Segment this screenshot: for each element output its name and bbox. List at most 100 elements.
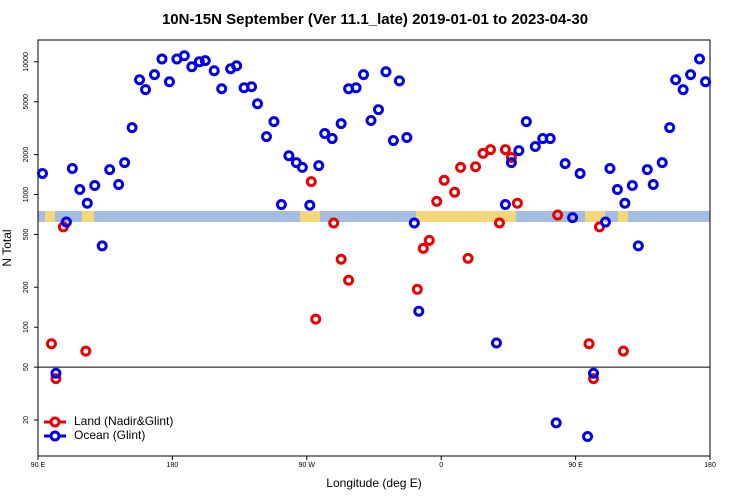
point [319,128,331,140]
point [231,60,243,72]
point [304,199,316,211]
point [552,209,564,221]
point [411,283,423,295]
point [313,160,325,172]
point [694,53,706,65]
point [119,157,131,169]
point [499,199,511,211]
point [626,179,638,191]
point [413,305,425,317]
point [81,197,93,209]
point [326,133,338,145]
point [104,164,116,176]
point [60,216,72,228]
point [656,157,668,169]
point [574,167,586,179]
point [163,76,175,88]
point [505,157,517,169]
point [178,50,190,62]
y-tick-label: 50 [23,363,30,371]
point [550,417,562,429]
point [328,217,340,229]
x-tick-label: 90 E [31,462,46,469]
y-tick-label: 5000 [23,94,30,110]
point [140,84,152,96]
legend-label: Ocean (Glint) [74,428,145,442]
point [493,217,505,229]
point [520,116,532,128]
point [156,53,168,65]
point [408,217,420,229]
point [246,81,258,93]
x-axis-label: Longitude (deg E) [326,476,421,490]
x-tick-label: 90 W [299,462,316,469]
point [335,118,347,130]
point [670,74,682,86]
point [380,66,392,78]
point [252,98,264,110]
point [148,69,160,81]
legend-marker [49,430,61,442]
point [599,216,611,228]
y-tick-label: 2000 [23,147,30,163]
point [193,56,205,68]
point [186,61,198,73]
point [647,178,659,190]
point [283,150,295,162]
surface-band [38,211,710,222]
point [505,152,517,164]
point [80,345,92,357]
point [583,338,595,350]
x-tick-label: 90 E [568,462,583,469]
point [677,84,689,96]
point [387,135,399,147]
point [393,75,405,87]
legend-label: Land (Nadir&Glint) [74,414,173,428]
y-tick-label: 10000 [23,52,30,72]
point [438,174,450,186]
point [513,145,525,157]
chart-title: 10N-15N September (Ver 11.1_late) 2019-0… [162,11,588,28]
point [529,141,541,153]
y-tick-label: 20 [23,416,30,424]
point [335,253,347,265]
point [700,76,712,88]
point [275,199,287,211]
point [126,122,138,134]
point [511,197,523,209]
point [113,178,125,190]
point [559,158,571,170]
point [66,163,78,175]
y-axis-label: N Total [0,229,14,266]
point [462,252,474,264]
point [588,373,600,385]
point [199,55,211,67]
point [632,240,644,252]
point [470,161,482,173]
y-tick-label: 100 [23,321,30,333]
point [544,133,556,145]
point [619,197,631,209]
point [431,195,443,207]
x-tick-label: 180 [167,462,179,469]
point [372,104,384,116]
point [134,74,146,86]
point [617,345,629,357]
point [423,234,435,246]
legend-marker [49,416,61,428]
point [310,313,322,325]
point [449,186,461,198]
point [343,274,355,286]
point [216,83,228,95]
point [74,184,86,196]
point [365,115,377,127]
point [582,431,594,443]
y-tick-label: 1000 [23,187,30,203]
point [611,184,623,196]
point [685,69,697,81]
point [296,161,308,173]
point [664,122,676,134]
point [268,116,280,128]
y-tick-label: 200 [23,281,30,293]
point [36,167,48,179]
